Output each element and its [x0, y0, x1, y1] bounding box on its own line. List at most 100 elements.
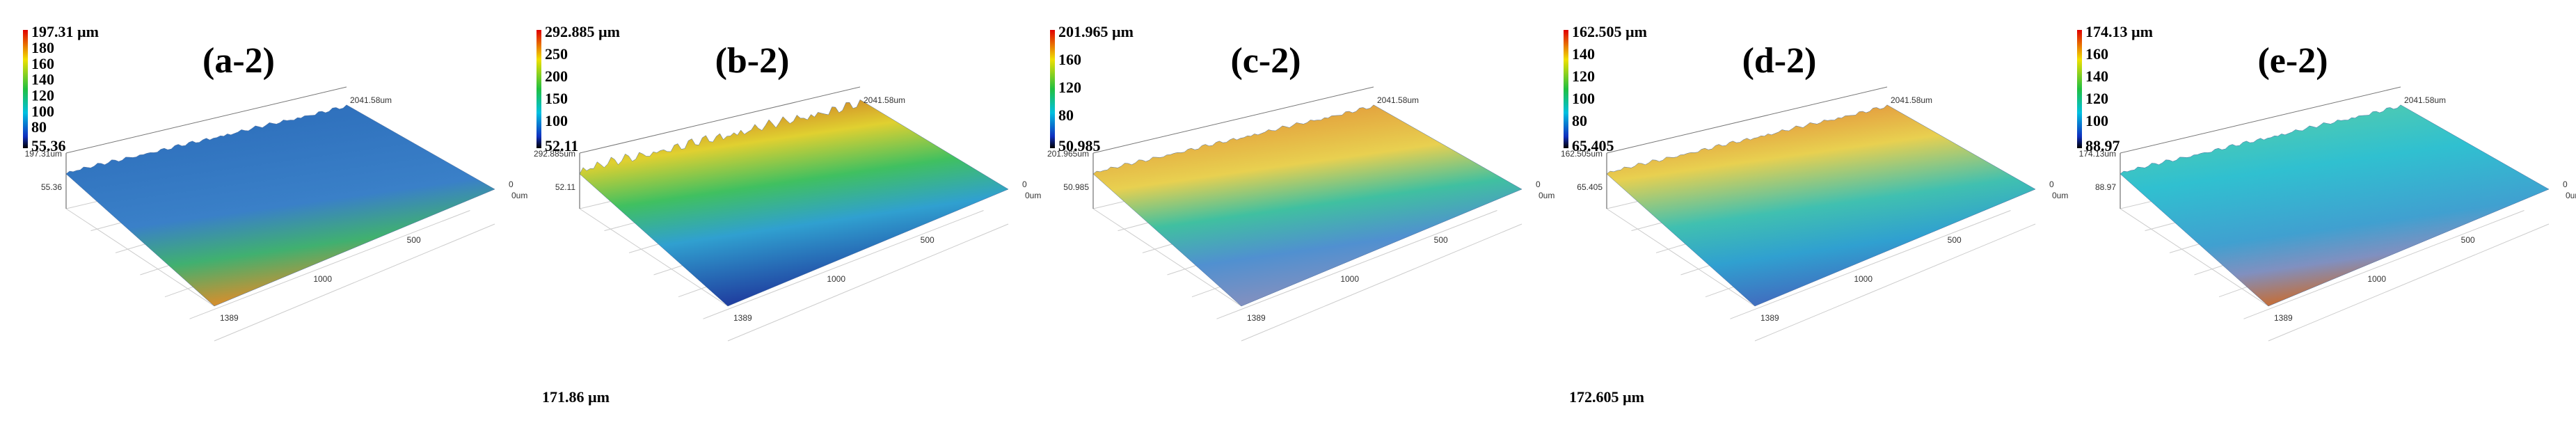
panel-label: (d-2): [1742, 41, 1817, 81]
x-zero-label: 0um: [1025, 191, 1041, 200]
floor-grid: [1092, 208, 1242, 307]
x-tick-label: 500: [921, 235, 935, 245]
y-zero-label: 0: [509, 179, 514, 189]
floor-grid: [1606, 208, 1756, 307]
colorbar: [2077, 30, 2082, 148]
floor-grid: [189, 210, 470, 319]
surface: [2120, 104, 2550, 307]
colorbar-tick: 120: [1058, 79, 1081, 96]
colorbar-min: 52.11: [545, 137, 578, 154]
x-tick-label: 500: [2461, 235, 2475, 245]
colorbar-tick: 120: [1572, 67, 1595, 85]
colorbar-tick: 180: [31, 39, 54, 56]
y-zero-label: 0: [2049, 179, 2054, 189]
colorbar: [1564, 30, 1568, 148]
x-tick-label: 1389: [2274, 313, 2293, 323]
surface: [1606, 104, 2036, 307]
colorbar: [23, 30, 28, 148]
colorbar-tick: 80: [1572, 112, 1587, 129]
colorbar-min: 65.405: [1572, 137, 1614, 154]
colorbar-tick: 140: [31, 71, 54, 88]
surface: [65, 104, 495, 307]
colorbar-tick: 120: [31, 86, 54, 104]
colorbar-max: 197.31 µm: [31, 23, 99, 40]
back-edge: [1092, 86, 1374, 154]
x-tick-label: 500: [407, 235, 421, 245]
x-tick-label: 1000: [1854, 274, 1873, 284]
z-min-label: 65.405: [1577, 182, 1603, 192]
x-zero-label: 0um: [1539, 191, 1555, 200]
floor-grid: [1241, 223, 1522, 342]
z-max-label: 197.31um: [25, 149, 62, 159]
colorbar-tick: 160: [1058, 51, 1081, 68]
colorbar-max: 201.965 µm: [1058, 23, 1134, 40]
floor-grid: [1730, 210, 2011, 319]
z-max-label: 201.965um: [1047, 149, 1089, 159]
panel: 174.13 µm16014012010088.97(e-2)174.13um8…: [2077, 23, 2576, 342]
z-min-label: 52.11: [555, 182, 575, 192]
colorbar: [536, 30, 541, 148]
y-zero-label: 0: [2563, 179, 2568, 189]
back-edge: [2120, 86, 2401, 154]
colorbar-max: 292.885 µm: [545, 23, 620, 40]
colorbar-tick: 100: [545, 112, 568, 129]
floor-grid: [2268, 223, 2550, 342]
footer-label: 171.86 µm: [542, 388, 610, 406]
back-edge: [65, 86, 347, 154]
back-edge: [579, 86, 861, 154]
colorbar: [1050, 30, 1055, 148]
panel: 162.505 µm 140 120 100 80 65.405 (d-2) 162.505u…: [1561, 23, 2068, 406]
floor-grid: [2243, 210, 2525, 319]
colorbar-tick: 100: [2085, 112, 2108, 129]
back-edge: [1606, 86, 1888, 154]
floor-grid: [1754, 223, 2036, 342]
x-tick-label: 500: [1948, 235, 1962, 245]
colorbar-tick: 100: [31, 102, 54, 120]
colorbar-tick: 140: [1572, 45, 1595, 63]
x-zero-label: 0um: [2566, 191, 2576, 200]
x-tick-label: 1389: [220, 313, 239, 323]
x-tick-label: 1389: [1247, 313, 1266, 323]
surface: [579, 99, 1009, 307]
z-max-label: 174.13um: [2079, 149, 2116, 159]
y-extent-label: 2041.58um: [2404, 95, 2446, 105]
z-min-label: 50.985: [1063, 182, 1089, 192]
y-zero-label: 0: [1022, 179, 1027, 189]
z-max-label: 292.885um: [534, 149, 575, 159]
y-extent-label: 2041.58um: [1891, 95, 1932, 105]
colorbar-tick: 100: [1572, 90, 1595, 107]
floor-grid: [703, 210, 984, 319]
y-extent-label: 2041.58um: [864, 95, 905, 105]
footer-label: 172.605 µm: [1569, 388, 1644, 406]
y-extent-label: 2041.58um: [350, 95, 392, 105]
floor-grid: [727, 223, 1009, 342]
floor-grid: [214, 223, 495, 342]
x-tick-label: 1389: [1760, 313, 1779, 323]
x-tick-label: 1000: [313, 274, 332, 284]
surface: [1092, 104, 1522, 307]
colorbar-tick: 250: [545, 45, 568, 63]
x-zero-label: 0um: [511, 191, 527, 200]
x-tick-label: 500: [1434, 235, 1448, 245]
colorbar-tick: 80: [1058, 106, 1074, 124]
colorbar-min: 55.36: [31, 137, 66, 154]
x-tick-label: 1000: [1340, 274, 1359, 284]
panel-label: (a-2): [202, 41, 275, 81]
floor-grid: [65, 208, 215, 307]
colorbar-max: 162.505 µm: [1572, 23, 1647, 40]
floor-grid: [2120, 208, 2269, 307]
colorbar-min: 88.97: [2085, 137, 2120, 154]
colorbar-tick: 160: [2085, 45, 2108, 63]
x-zero-label: 0um: [2052, 191, 2068, 200]
panel-label: (b-2): [715, 41, 790, 81]
colorbar-tick: 80: [31, 118, 47, 136]
floor-grid: [1216, 210, 1497, 319]
colorbar-max: 174.13 µm: [2085, 23, 2153, 40]
panel: 201.965 µm1601208050.985(c-2)201.965um50…: [1047, 23, 1555, 342]
colorbar-tick: 150: [545, 90, 568, 107]
floor-grid: [579, 208, 729, 307]
x-tick-label: 1000: [827, 274, 845, 284]
z-min-label: 55.36: [41, 182, 62, 192]
panel-label: (e-2): [2257, 41, 2328, 81]
